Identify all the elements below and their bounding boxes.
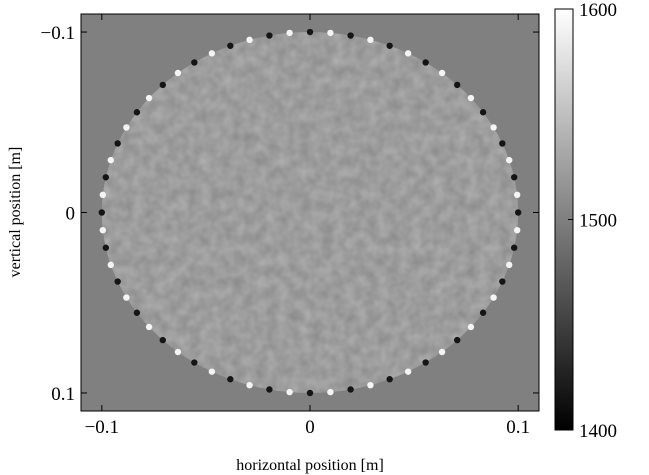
- rim-artifact: [438, 69, 446, 77]
- rim-artifact: [510, 244, 518, 251]
- colorbar-tick-label: 1500: [579, 211, 617, 232]
- rim-artifact: [506, 261, 513, 269]
- rim-artifact: [479, 309, 487, 316]
- rim-artifact: [479, 109, 487, 116]
- rim-artifact: [327, 29, 334, 37]
- rim-artifact: [404, 368, 412, 375]
- rim-artifact: [499, 278, 506, 285]
- axis-ticks: −0.1 0 0.1 −0.1 0 0.1: [41, 14, 539, 438]
- rim-artifact: [114, 278, 121, 285]
- rim-artifact: [227, 42, 234, 49]
- rim-artifact: [174, 69, 182, 77]
- rim-artifact: [490, 124, 497, 131]
- y-tick-label: 0: [66, 204, 76, 225]
- rim-artifact: [306, 28, 314, 36]
- rim-artifact: [102, 244, 110, 251]
- rim-artifact: [133, 109, 141, 116]
- rim-artifact: [467, 323, 475, 331]
- rim-artifact: [145, 94, 153, 102]
- rim-artifact: [286, 388, 293, 396]
- rim-artifact: [454, 81, 461, 89]
- rim-artifacts: [98, 28, 522, 397]
- rim-artifact: [246, 381, 253, 389]
- rim-artifact: [159, 81, 166, 89]
- rim-artifact: [107, 261, 114, 269]
- rim-artifact: [145, 323, 153, 331]
- rim-artifact: [191, 59, 198, 66]
- rim-artifact: [102, 174, 110, 181]
- rim-artifact: [266, 386, 273, 393]
- rim-artifact: [107, 156, 114, 164]
- rim-artifact: [506, 156, 513, 164]
- rim-artifact: [367, 381, 374, 389]
- rim-artifact: [123, 124, 130, 131]
- rim-artifact: [438, 348, 446, 356]
- rim-artifact: [208, 368, 216, 375]
- rim-artifact: [386, 376, 393, 383]
- x-tick-label: 0: [305, 417, 315, 438]
- rim-artifact: [467, 94, 475, 102]
- rim-artifact: [513, 191, 521, 199]
- rim-artifact: [404, 50, 412, 57]
- rim-artifact: [174, 348, 182, 356]
- rim-artifact: [123, 294, 130, 301]
- rim-artifact: [422, 359, 429, 366]
- rim-artifact: [191, 359, 198, 366]
- rim-artifact: [114, 140, 121, 147]
- rim-artifact: [99, 226, 107, 234]
- x-tick-label: −0.1: [85, 417, 119, 438]
- rim-artifact: [510, 174, 518, 181]
- rim-artifact: [266, 32, 273, 39]
- rim-artifact: [386, 42, 393, 49]
- rim-artifact: [490, 294, 497, 301]
- rim-artifact: [367, 36, 374, 44]
- x-tick-label: 0.1: [506, 417, 530, 438]
- y-tick-label: −0.1: [41, 23, 75, 44]
- y-tick-label: 0.1: [51, 384, 75, 405]
- colorbar-ticks: 1600 1500 1400: [568, 0, 617, 442]
- rim-artifact: [514, 209, 522, 216]
- rim-artifact: [347, 386, 354, 393]
- rim-artifact: [98, 209, 106, 216]
- rim-artifact: [306, 389, 314, 397]
- rim-artifact: [422, 59, 429, 66]
- rim-artifact: [499, 140, 506, 147]
- rim-artifact: [454, 336, 461, 344]
- rim-artifact: [208, 50, 216, 57]
- rim-artifact: [327, 388, 334, 396]
- colorbar-tick-label: 1600: [579, 0, 617, 21]
- reconstruction-texture: [101, 32, 519, 393]
- rim-artifact: [513, 226, 521, 234]
- image-layer: [98, 28, 522, 397]
- x-axis-label: horizontal position [m]: [236, 457, 384, 474]
- y-axis-label: vertical position [m]: [7, 147, 24, 278]
- rim-artifact: [99, 191, 107, 199]
- rim-artifact: [286, 29, 293, 37]
- colorbar-tick-label: 1400: [579, 421, 617, 442]
- rim-artifact: [227, 376, 234, 383]
- rim-artifact: [133, 309, 141, 316]
- rim-artifact: [159, 336, 166, 344]
- rim-artifact: [246, 36, 253, 44]
- rim-artifact: [347, 32, 354, 39]
